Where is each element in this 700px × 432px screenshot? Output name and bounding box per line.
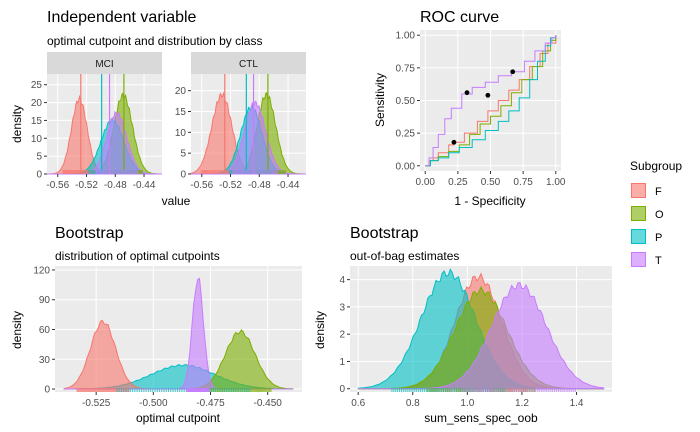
x-tick-label: -0.44 bbox=[277, 180, 300, 191]
y-tick-label: 15 bbox=[175, 107, 187, 118]
y-tick-label: 1 bbox=[339, 357, 345, 368]
y-tick-label: 0 bbox=[180, 170, 186, 181]
roc-cutpoint-marker bbox=[485, 92, 491, 98]
x-tick-label: -0.44 bbox=[133, 180, 156, 191]
legend-label-O: O bbox=[655, 209, 664, 221]
y-tick-label: 4 bbox=[339, 275, 345, 286]
roc-cutpoint-marker bbox=[510, 69, 516, 75]
iv-facet-mci: MCI bbox=[47, 52, 162, 175]
y-tick-label: 2 bbox=[339, 330, 345, 341]
x-tick-label: -0.500 bbox=[139, 398, 168, 409]
boot-cut-xlabel: optimal cutpoint bbox=[136, 411, 221, 425]
boot-cut-ylabel: density bbox=[10, 311, 24, 349]
x-tick-label: 1.2 bbox=[515, 398, 529, 409]
legend-label-F: F bbox=[655, 186, 662, 198]
roc-xlabel: 1 - Specificity bbox=[454, 194, 525, 208]
x-tick-label: 0.6 bbox=[351, 398, 365, 409]
x-tick-label: 1.4 bbox=[570, 398, 584, 409]
legend-key-T bbox=[631, 252, 646, 267]
y-tick-label: 20 bbox=[175, 86, 187, 97]
y-tick-label: 10 bbox=[175, 128, 187, 139]
iv-strip-ctl-box bbox=[191, 52, 306, 74]
roc-cutpoint-marker bbox=[464, 90, 470, 96]
iv-strip-mci: MCI bbox=[95, 59, 113, 70]
x-tick-label: 1.00 bbox=[546, 177, 566, 188]
boot-oob-ylabel: density bbox=[313, 311, 327, 349]
roc-ylabel: Sensitivity bbox=[373, 73, 387, 127]
legend-label-T: T bbox=[655, 255, 662, 267]
x-tick-label: -0.56 bbox=[190, 180, 213, 191]
y-tick-label: 15 bbox=[31, 116, 43, 127]
y-tick-label: 3 bbox=[339, 302, 345, 313]
y-tick-label: 30 bbox=[39, 355, 51, 366]
roc-cutpoint-marker bbox=[451, 139, 457, 145]
x-tick-label: -0.48 bbox=[248, 180, 271, 191]
y-tick-label: 120 bbox=[33, 265, 50, 276]
iv-strip-mci-box bbox=[47, 52, 162, 74]
y-tick-label: 60 bbox=[39, 325, 51, 336]
boot-oob-title: Bootstrap bbox=[350, 225, 419, 242]
boot-oob-xlabel: sum_sens_spec_oob bbox=[424, 411, 538, 425]
y-tick-label: 0.25 bbox=[396, 129, 416, 140]
boot-oob-plot bbox=[350, 266, 612, 392]
boot-cut-subtitle: distribution of optimal cutpoints bbox=[55, 249, 220, 263]
x-tick-label: 0.00 bbox=[415, 177, 435, 188]
boot-cut-title: Bootstrap bbox=[55, 225, 124, 242]
boot-cut-plot bbox=[55, 266, 302, 392]
x-tick-label: -0.56 bbox=[46, 180, 69, 191]
legend-key-O bbox=[631, 206, 646, 221]
x-tick-label: 0.50 bbox=[481, 177, 501, 188]
y-tick-label: 0.75 bbox=[396, 63, 416, 74]
iv-subtitle: optimal cutpoint and distribution by cla… bbox=[47, 34, 262, 48]
roc-plot bbox=[420, 30, 561, 171]
y-tick-label: 0.00 bbox=[396, 161, 416, 172]
legend-key-P bbox=[631, 229, 646, 244]
x-tick-label: 0.8 bbox=[406, 398, 420, 409]
y-tick-label: 5 bbox=[36, 152, 42, 163]
x-tick-label: 0.75 bbox=[513, 177, 533, 188]
legend-key-F bbox=[631, 183, 646, 198]
y-tick-label: 25 bbox=[31, 80, 43, 91]
roc-line-P bbox=[425, 35, 557, 167]
y-tick-label: 0.50 bbox=[396, 96, 416, 107]
roc-title: ROC curve bbox=[420, 9, 499, 26]
y-tick-label: 10 bbox=[31, 134, 43, 145]
iv-ylabel: density bbox=[10, 105, 24, 143]
x-tick-label: -0.475 bbox=[196, 398, 225, 409]
y-tick-label: 0 bbox=[36, 170, 42, 181]
iv-strip-ctl: CTL bbox=[239, 59, 258, 70]
x-tick-label: -0.52 bbox=[219, 180, 242, 191]
y-tick-label: 0 bbox=[339, 384, 345, 395]
y-tick-label: 90 bbox=[39, 295, 51, 306]
roc-line-T bbox=[425, 35, 557, 167]
legend-title: Subgroup bbox=[630, 159, 682, 173]
x-tick-label: -0.525 bbox=[82, 398, 111, 409]
y-tick-label: 0 bbox=[44, 385, 50, 396]
x-tick-label: -0.450 bbox=[254, 398, 283, 409]
y-tick-label: 20 bbox=[31, 98, 43, 109]
x-tick-label: -0.48 bbox=[104, 180, 127, 191]
y-tick-label: 5 bbox=[180, 149, 186, 160]
legend-label-P: P bbox=[655, 232, 662, 244]
iv-xlabel: value bbox=[162, 194, 191, 208]
x-tick-label: -0.52 bbox=[75, 180, 98, 191]
x-tick-label: 1.0 bbox=[460, 398, 474, 409]
iv-facet-ctl: CTL bbox=[190, 52, 306, 175]
x-tick-label: 0.25 bbox=[448, 177, 468, 188]
iv-title: Independent variable bbox=[47, 9, 197, 26]
y-tick-label: 1.00 bbox=[396, 31, 416, 42]
boot-oob-subtitle: out-of-bag estimates bbox=[350, 249, 459, 263]
